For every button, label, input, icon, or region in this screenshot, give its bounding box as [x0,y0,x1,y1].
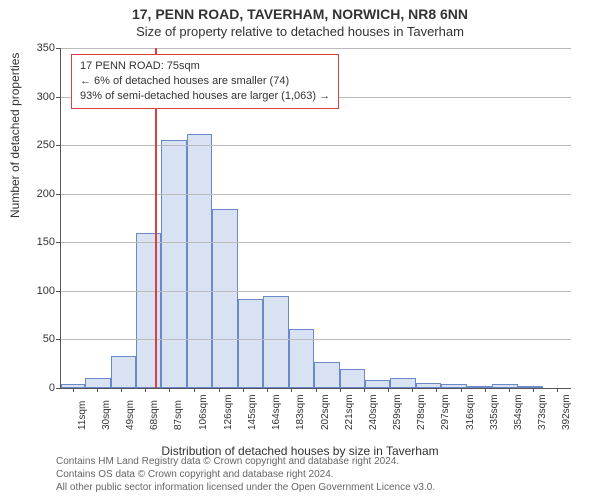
title-subtitle: Size of property relative to detached ho… [0,24,600,39]
x-tick-label: 87sqm [173,400,184,430]
histogram-bar [365,380,390,388]
histogram-bar [161,140,186,388]
footer-line2: Contains OS data © Crown copyright and d… [56,468,435,481]
x-tick-mark [436,388,437,392]
y-tick-label: 100 [15,285,55,297]
x-tick-label: 30sqm [101,400,112,430]
x-tick-label: 221sqm [344,394,355,430]
histogram-bar [212,209,237,388]
x-tick-mark [219,388,220,392]
histogram-bar [85,378,110,388]
x-tick-mark [316,388,317,392]
histogram-bar [518,386,543,388]
x-tick-mark [73,388,74,392]
histogram-bar [263,296,288,388]
histogram-bar [187,134,212,388]
y-tick-label: 300 [15,91,55,103]
histogram-bar [289,329,314,388]
x-tick-mark [194,388,195,392]
x-tick-label: 259sqm [392,394,403,430]
x-tick-label: 240sqm [368,394,379,430]
y-tick-label: 50 [15,333,55,345]
x-tick-label: 145sqm [247,394,258,430]
y-tick-label: 350 [15,42,55,54]
x-tick-label: 278sqm [416,394,427,430]
x-tick-mark [267,388,268,392]
y-tick-label: 200 [15,188,55,200]
x-tick-label: 354sqm [513,394,524,430]
x-tick-label: 126sqm [223,394,234,430]
footer-line1: Contains HM Land Registry data © Crown c… [56,455,435,468]
footer-line3: All other public sector information lice… [56,481,435,494]
callout-line2: ← 6% of detached houses are smaller (74) [80,74,330,89]
gridline [61,145,571,146]
footer-attribution: Contains HM Land Registry data © Crown c… [56,455,435,494]
x-tick-label: 49sqm [125,400,136,430]
y-tick-label: 150 [15,236,55,248]
callout-box: 17 PENN ROAD: 75sqm ← 6% of detached hou… [71,54,339,109]
y-tick-mark [56,194,60,195]
histogram-bar [390,378,415,388]
x-tick-mark [412,388,413,392]
x-tick-mark [388,388,389,392]
x-tick-label: 316sqm [465,394,476,430]
histogram-bar [340,369,365,388]
x-tick-mark [509,388,510,392]
histogram-bar [492,384,517,388]
gridline [61,194,571,195]
gridline [61,48,571,49]
x-tick-label: 297sqm [440,394,451,430]
x-tick-mark [169,388,170,392]
callout-line3: 93% of semi-detached houses are larger (… [80,89,330,104]
y-tick-mark [56,97,60,98]
x-tick-label: 373sqm [537,394,548,430]
histogram-bar [467,386,492,388]
gridline [61,291,571,292]
gridline [61,242,571,243]
x-tick-label: 106sqm [198,394,209,430]
x-tick-mark [557,388,558,392]
y-tick-mark [56,339,60,340]
histogram-bar [314,362,339,388]
gridline [61,339,571,340]
x-tick-mark [145,388,146,392]
histogram-bar [441,384,466,388]
x-tick-label: 392sqm [561,394,572,430]
x-tick-mark [340,388,341,392]
x-tick-label: 335sqm [489,394,500,430]
callout-line1: 17 PENN ROAD: 75sqm [80,59,330,74]
y-tick-mark [56,388,60,389]
histogram-bar [111,356,136,388]
histogram-bar [136,233,161,388]
y-tick-label: 250 [15,139,55,151]
title-address: 17, PENN ROAD, TAVERHAM, NORWICH, NR8 6N… [0,6,600,22]
x-tick-label: 183sqm [295,394,306,430]
y-tick-mark [56,48,60,49]
x-tick-mark [121,388,122,392]
chart-container: 17, PENN ROAD, TAVERHAM, NORWICH, NR8 6N… [0,0,600,500]
y-tick-mark [56,145,60,146]
x-tick-mark [243,388,244,392]
histogram-bar [238,299,263,388]
x-tick-mark [461,388,462,392]
x-tick-label: 11sqm [77,401,88,430]
x-tick-mark [485,388,486,392]
x-tick-mark [97,388,98,392]
x-tick-label: 164sqm [271,394,282,430]
x-tick-label: 202sqm [320,394,331,430]
y-tick-mark [56,291,60,292]
x-tick-mark [364,388,365,392]
x-tick-mark [291,388,292,392]
x-tick-mark [533,388,534,392]
x-tick-label: 68sqm [149,400,160,430]
y-tick-label: 0 [15,382,55,394]
y-tick-mark [56,242,60,243]
plot-area: 17 PENN ROAD: 75sqm ← 6% of detached hou… [60,48,571,389]
